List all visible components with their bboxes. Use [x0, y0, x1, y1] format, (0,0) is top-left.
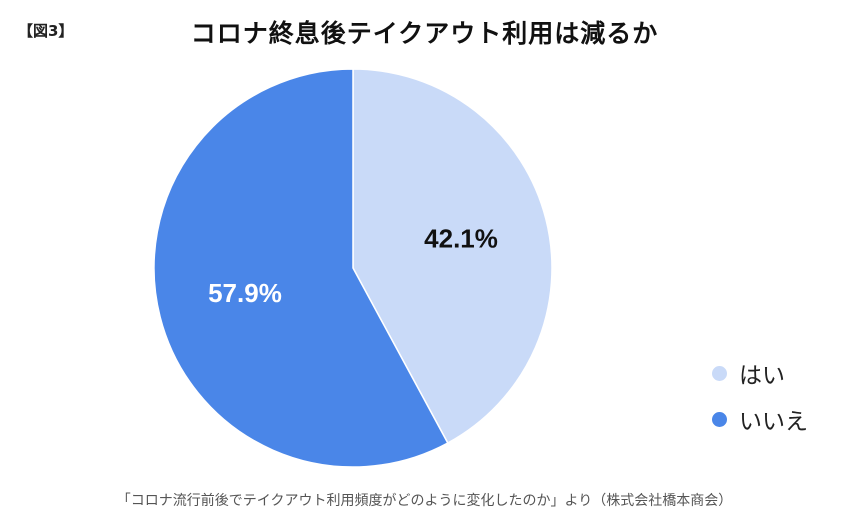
legend-label-no: いいえ [739, 409, 808, 435]
chart-legend: はい いいえ [712, 350, 808, 442]
legend-item-no: いいえ [712, 396, 808, 442]
pie-slice-1 [153, 68, 449, 468]
legend-label-yes: はい [739, 363, 785, 389]
legend-swatch-no [712, 411, 727, 427]
figure-tag: 【図3】 [18, 22, 74, 40]
chart-title: コロナ終息後テイクアウト利用は減るか [190, 19, 659, 48]
source-note: 「コロナ流行前後でテイクアウト利用頻度がどのように変化したのか」より（株式会社橋… [116, 493, 733, 509]
legend-swatch-yes [712, 365, 727, 381]
pie-data-label-1: 57.9% [208, 278, 282, 308]
pie-data-label-0: 42.1% [424, 224, 498, 254]
pie-slice-0 [352, 68, 553, 445]
legend-item-yes: はい [712, 350, 808, 396]
